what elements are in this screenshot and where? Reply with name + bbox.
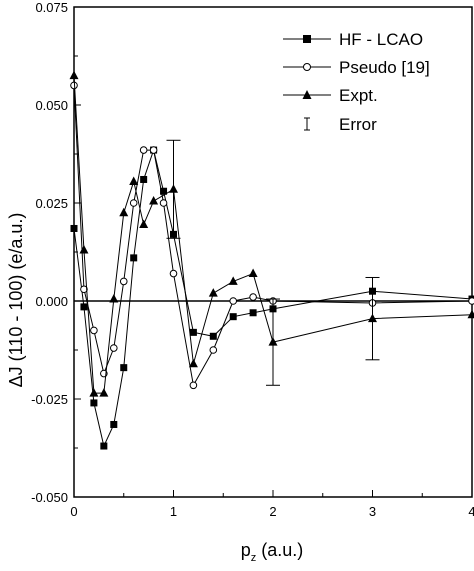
legend-item-pseudo: Pseudo [19] [283,58,430,77]
data-point-square [140,175,148,183]
data-point-triangle [89,388,99,397]
data-point-square [80,303,88,311]
data-point-circle [90,326,98,335]
y-tick-label: 0.025 [35,196,68,211]
series-layer [69,70,474,450]
data-point-square [90,399,98,407]
data-point-triangle [149,196,159,205]
data-point-triangle [129,176,139,185]
legend-item-hf-lcao: HF - LCAO [283,30,423,49]
data-point-square [160,187,168,195]
data-point-circle [169,269,178,278]
x-tick-label: 0 [70,504,77,519]
data-point-square [70,224,78,232]
legend-label-hf-lcao: HF - LCAO [339,30,423,49]
x-axis-title-main: p [241,540,251,560]
data-point-circle [139,146,148,154]
error-bar [266,298,280,386]
x-axis-title: pz (a.u.) [241,540,304,564]
data-point-square [249,309,257,317]
plot-area [73,6,473,498]
data-point-triangle [228,276,238,285]
data-point-square [100,442,108,450]
data-point-circle [209,346,218,354]
x-tick-label: 1 [170,504,177,519]
data-point-square [189,328,197,336]
legend-item-error: Error [304,115,377,134]
data-point-circle [249,293,257,301]
data-point-triangle [208,288,218,297]
data-point-circle [229,297,237,305]
data-point-square [110,420,118,428]
data-point-triangle [188,358,198,368]
y-tick-label: 0.050 [35,98,68,113]
x-axis: 0 1 2 3 4 [70,490,474,519]
legend-label-pseudo: Pseudo [19] [339,58,430,77]
data-point-triangle [139,219,149,229]
data-point-triangle [69,70,79,80]
y-tick-label: 0.075 [35,0,68,15]
data-point-circle [80,285,88,294]
x-axis-title-rest: (a.u.) [256,540,303,560]
x-tick-label: 2 [269,504,276,519]
data-point-circle [149,146,158,154]
data-point-circle [129,199,138,207]
data-point-circle [468,297,474,305]
y-tick-label: -0.025 [31,392,68,407]
data-point-square [130,254,138,262]
data-point-triangle [79,245,89,254]
data-point-triangle [248,268,258,278]
data-point-circle [119,277,128,286]
data-point-circle [159,199,168,207]
data-point-square [120,364,128,372]
legend-marker-open-circle [303,63,311,71]
x-axis-title-sub: z [251,552,257,564]
error-bar [365,276,380,361]
x-tick-label: 4 [468,504,474,519]
legend: HF - LCAO Pseudo [19] Expt. Error [283,30,430,134]
x-tick-label: 3 [369,504,376,519]
data-point-triangle [119,207,129,217]
data-point-circle [110,344,118,352]
error-bar [166,139,181,239]
data-point-triangle [99,388,109,397]
data-point-triangle [467,309,474,319]
y-axis-title: ΔJ (110 - 100) (e/a.u.) [6,213,26,388]
legend-label-error: Error [339,115,377,134]
legend-label-expt: Expt. [339,86,378,105]
legend-marker-filled-triangle [302,90,312,99]
legend-marker-filled-square [303,35,311,43]
y-tick-label: 0.000 [35,294,68,309]
data-point-square [209,332,217,340]
data-point-circle [189,381,198,390]
errorbar-layer [166,139,380,386]
plot-frame [73,6,473,498]
data-point-square [229,313,237,321]
y-tick-label: -0.050 [31,490,68,505]
data-point-triangle [109,294,119,303]
legend-item-expt: Expt. [283,86,378,105]
